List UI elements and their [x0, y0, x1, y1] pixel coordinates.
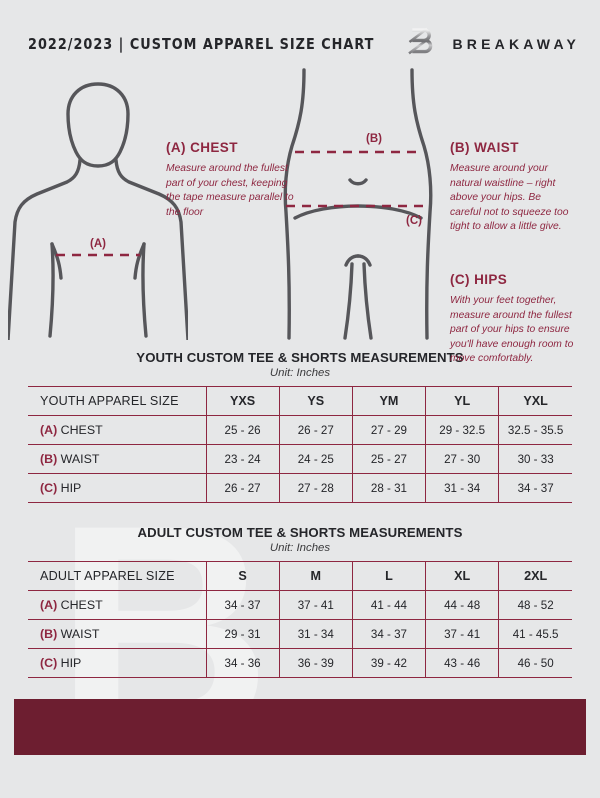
- youth-hip-2: 28 - 31: [352, 473, 427, 503]
- table-row: (C) HIP 26 - 27 27 - 28 28 - 31 31 - 34 …: [28, 473, 572, 503]
- youth-waist-0: 23 - 24: [206, 444, 280, 474]
- table-header-row: YOUTH APPAREL SIZE YXS YS YM YL YXL: [28, 386, 572, 416]
- youth-hip-1: 27 - 28: [279, 473, 353, 503]
- adult-table-title: ADULT CUSTOM TEE & SHORTS MEASUREMENTS: [137, 525, 463, 540]
- adult-waist-4: 41 - 45.5: [498, 619, 572, 649]
- row-label: WAIST: [60, 627, 100, 641]
- page-title: 2022/2023 | CUSTOM APPAREL SIZE CHART: [28, 35, 375, 53]
- note-chest-body: Measure around the fullest part of your …: [166, 163, 294, 218]
- adult-row-label-waist: (B) WAIST: [28, 619, 207, 649]
- adult-chest-0: 34 - 37: [206, 590, 280, 620]
- adult-waist-0: 29 - 31: [206, 619, 280, 649]
- table-row: (B) WAIST 29 - 31 31 - 34 34 - 37 37 - 4…: [28, 619, 572, 649]
- youth-chest-1: 26 - 27: [279, 415, 353, 445]
- svg-text:(A): (A): [90, 238, 106, 250]
- youth-size-header: YOUTH APPAREL SIZE: [28, 386, 207, 416]
- row-tag: (A): [40, 598, 58, 612]
- adult-size-table: ADULT APPAREL SIZE S M L XL 2XL (A) CHES…: [28, 561, 572, 678]
- adult-size-header: ADULT APPAREL SIZE: [28, 561, 207, 591]
- youth-hip-4: 34 - 37: [498, 473, 572, 503]
- upper-body-silhouette-icon: (A): [6, 68, 190, 345]
- youth-row-label-waist: (B) WAIST: [28, 444, 207, 474]
- adult-hip-0: 34 - 36: [206, 648, 280, 678]
- svg-text:(B): (B): [366, 133, 382, 145]
- brand-name: BREAKAWAY: [452, 36, 581, 52]
- row-label: HIP: [60, 656, 82, 670]
- youth-row-label-hip: (C) HIP: [28, 473, 207, 503]
- note-hips-body: With your feet together, measure around …: [450, 295, 574, 365]
- youth-chest-3: 29 - 32.5: [425, 415, 500, 445]
- adult-chest-4: 48 - 52: [498, 590, 572, 620]
- row-label: WAIST: [60, 452, 100, 466]
- adult-size-2: L: [352, 561, 427, 591]
- row-tag: (C): [40, 481, 58, 495]
- adult-table-block: ADULT CUSTOM TEE & SHORTS MEASUREMENTS U…: [0, 525, 600, 678]
- adult-size-1: M: [279, 561, 353, 591]
- row-label: HIP: [60, 481, 82, 495]
- youth-table-block: YOUTH CUSTOM TEE & SHORTS MEASUREMENTS U…: [0, 350, 600, 503]
- note-hips-title: (C) HIPS: [450, 272, 508, 287]
- table-row: (C) HIP 34 - 36 36 - 39 39 - 42 43 - 46 …: [28, 648, 572, 678]
- page-header: 2022/2023 | CUSTOM APPAREL SIZE CHART: [0, 0, 600, 62]
- note-hips: (C) HIPS With your feet together, measur…: [450, 272, 582, 367]
- svg-text:(C): (C): [406, 215, 422, 227]
- row-label: CHEST: [60, 423, 103, 437]
- row-label: CHEST: [60, 598, 103, 612]
- table-header-row: ADULT APPAREL SIZE S M L XL 2XL: [28, 561, 572, 591]
- footer-bar: [14, 699, 586, 755]
- youth-size-3: YL: [425, 386, 500, 416]
- adult-row-label-hip: (C) HIP: [28, 648, 207, 678]
- youth-row-label-chest: (A) CHEST: [28, 415, 207, 445]
- adult-hip-2: 39 - 42: [352, 648, 427, 678]
- adult-hip-1: 36 - 39: [279, 648, 353, 678]
- note-waist-title: (B) WAIST: [450, 140, 519, 155]
- youth-waist-4: 30 - 33: [498, 444, 572, 474]
- brand-lockup: BREAKAWAY: [404, 25, 580, 64]
- measurement-diagram: (A) (B) (C): [0, 64, 600, 364]
- adult-size-4: 2XL: [498, 561, 572, 591]
- youth-chest-0: 25 - 26: [206, 415, 280, 445]
- adult-waist-2: 34 - 37: [352, 619, 427, 649]
- youth-table-unit: Unit: Inches: [269, 367, 331, 379]
- youth-table-title: YOUTH CUSTOM TEE & SHORTS MEASUREMENTS: [136, 350, 464, 365]
- adult-row-label-chest: (A) CHEST: [28, 590, 207, 620]
- adult-table-unit: Unit: Inches: [269, 542, 331, 554]
- table-row: (A) CHEST 34 - 37 37 - 41 41 - 44 44 - 4…: [28, 590, 572, 620]
- note-waist: (B) WAIST Measure around your natural wa…: [450, 140, 574, 235]
- adult-chest-3: 44 - 48: [425, 590, 500, 620]
- adult-size-0: S: [206, 561, 280, 591]
- youth-size-0: YXS: [206, 386, 280, 416]
- adult-chest-2: 41 - 44: [352, 590, 427, 620]
- youth-chest-2: 27 - 29: [352, 415, 427, 445]
- adult-waist-1: 31 - 34: [279, 619, 353, 649]
- youth-waist-3: 27 - 30: [425, 444, 500, 474]
- note-chest: (A) CHEST Measure around the fullest par…: [166, 140, 294, 220]
- adult-hip-4: 46 - 50: [498, 648, 572, 678]
- row-tag: (B): [40, 452, 58, 466]
- note-waist-body: Measure around your natural waistline – …: [450, 163, 569, 233]
- youth-size-2: YM: [352, 386, 427, 416]
- youth-waist-2: 25 - 27: [352, 444, 427, 474]
- lower-body-silhouette-icon: (B) (C): [268, 68, 448, 345]
- row-tag: (C): [40, 656, 58, 670]
- adult-waist-3: 37 - 41: [425, 619, 500, 649]
- youth-hip-0: 26 - 27: [206, 473, 280, 503]
- table-row: (A) CHEST 25 - 26 26 - 27 27 - 29 29 - 3…: [28, 415, 572, 445]
- row-tag: (B): [40, 627, 58, 641]
- adult-hip-3: 43 - 46: [425, 648, 500, 678]
- breakaway-b-monogram-icon: [404, 25, 438, 64]
- adult-chest-1: 37 - 41: [279, 590, 353, 620]
- table-row: (B) WAIST 23 - 24 24 - 25 25 - 27 27 - 3…: [28, 444, 572, 474]
- youth-size-4: YXL: [498, 386, 572, 416]
- note-chest-title: (A) CHEST: [166, 140, 238, 155]
- youth-size-table: YOUTH APPAREL SIZE YXS YS YM YL YXL (A) …: [28, 386, 572, 503]
- youth-chest-4: 32.5 - 35.5: [498, 415, 572, 445]
- row-tag: (A): [40, 423, 58, 437]
- adult-size-3: XL: [425, 561, 500, 591]
- youth-hip-3: 31 - 34: [425, 473, 500, 503]
- youth-size-1: YS: [279, 386, 353, 416]
- youth-waist-1: 24 - 25: [279, 444, 353, 474]
